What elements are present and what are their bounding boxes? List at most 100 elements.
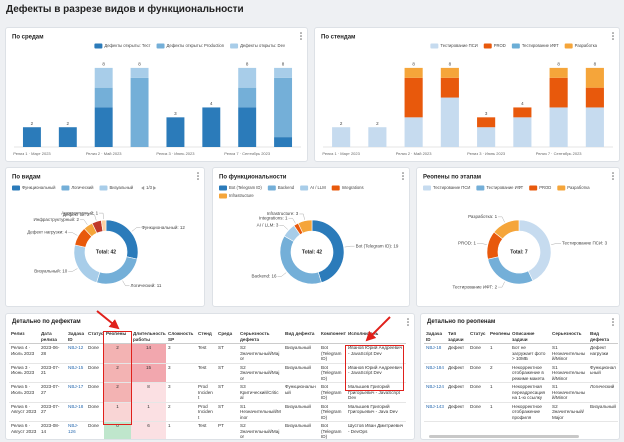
- table-cell: S1 Незначительный/Minor: [550, 343, 588, 364]
- legend-label: Разработка: [575, 43, 598, 48]
- table-cell: 14: [131, 343, 166, 364]
- panel-title: По стендам: [321, 35, 356, 41]
- bar-segment: [94, 67, 113, 88]
- leader-line: [277, 272, 287, 277]
- legend-swatch: [267, 185, 276, 191]
- bar-segment: [513, 107, 532, 118]
- total-label: Total: 42: [302, 249, 322, 255]
- bar-total: 8: [594, 62, 597, 67]
- legend-swatch: [230, 43, 239, 49]
- table-cell: Релиз 5 · Июль 2023: [9, 382, 39, 403]
- menu-button[interactable]: [399, 170, 407, 182]
- slice-label: Тестирование ИФТ: 2: [453, 284, 498, 289]
- table-cell: Функциональный: [283, 382, 319, 403]
- column-header: Стенд: [196, 330, 216, 344]
- table-cell: Логический: [588, 382, 618, 403]
- bar-segment: [202, 107, 221, 147]
- slice-label: Функциональный: 12: [141, 224, 185, 230]
- table-cell: Визуальный: [588, 402, 618, 422]
- table-cell: 8: [131, 382, 166, 403]
- table-cell: NBJ-18: [66, 402, 86, 422]
- bar-segment: [368, 127, 387, 147]
- table-cell: Дефект: [446, 382, 468, 403]
- menu-button[interactable]: [609, 316, 617, 328]
- legend: Функциональный Логический Визуальный 1/3: [12, 185, 157, 191]
- legend-swatch: [476, 185, 485, 191]
- table-cell: S2 Значительный/Major: [238, 421, 283, 439]
- legend-swatch: [430, 43, 439, 49]
- table-cell: ST: [216, 382, 238, 403]
- bar-total: 8: [449, 62, 452, 67]
- table-cell: 1: [488, 402, 510, 422]
- menu-dot: [612, 178, 614, 180]
- menu-button[interactable]: [297, 30, 305, 42]
- pie-slice: [297, 219, 313, 234]
- table-cell: 2: [488, 363, 510, 383]
- menu-dot: [402, 172, 404, 174]
- table-cell: 3: [166, 343, 196, 364]
- table-cell: Малышев Григорий Григорьевич - Java Dev: [346, 402, 406, 422]
- legend-label: Backend: [278, 185, 295, 190]
- bar-total: 8: [282, 62, 285, 67]
- bar-total: 8: [412, 62, 415, 67]
- table-cell: 2023-07-21: [39, 363, 66, 383]
- bar-total: 8: [246, 62, 249, 67]
- column-header: Задача ID: [66, 330, 86, 344]
- table-cell: Done: [468, 382, 488, 403]
- menu-dot: [612, 324, 614, 326]
- legend-label: Тестирование ПСИ: [440, 43, 477, 48]
- bar-segment: [238, 87, 257, 108]
- legend-item: Дефекты открыты: Тест: [94, 43, 151, 49]
- menu-button[interactable]: [609, 30, 617, 42]
- slice-label: Integrations: 1: [259, 215, 288, 220]
- x-tick-label: Релиз 3 · Июнь 2023: [467, 151, 506, 156]
- column-header: Статус: [468, 330, 488, 344]
- table-cell: 1: [131, 402, 166, 422]
- table-cell: 0: [104, 421, 131, 439]
- table-cell: ST: [216, 402, 238, 422]
- slice-label: Infrastructure: 3: [267, 211, 299, 216]
- bar-total: 8: [138, 62, 141, 67]
- bar-total: 3: [174, 111, 177, 116]
- data-table: Релиз Дата релиза Задача ID Статус Реопены Дл…: [9, 330, 406, 439]
- chart-panel: Реопены по этапам Тестирование ПСИ Тестиро…: [416, 167, 620, 307]
- bar-segment: [404, 77, 423, 118]
- table-cell: 3: [166, 382, 196, 403]
- table-row: NBJ-124 Дефект Done 1 Некорректная переадрес…: [424, 382, 618, 403]
- legend: Bot (Telegram ID) Backend AI / LLM Integrat…: [219, 185, 364, 199]
- pager-prev: [141, 186, 145, 190]
- table-cell: Дефект: [446, 363, 468, 383]
- table-row: NBJ-18 Дефект Done 1 Бот не загружает фото >…: [424, 343, 618, 364]
- bar-total: 2: [376, 121, 379, 126]
- leader-line: [551, 243, 562, 245]
- legend-item: Дефекты открыты: Production: [156, 43, 225, 49]
- menu-dot: [407, 318, 409, 320]
- table-cell: Визуальный: [283, 363, 319, 383]
- legend-item: Разработка: [557, 185, 590, 191]
- pie-slice: [487, 256, 534, 285]
- leader-line: [288, 218, 296, 224]
- slice-label: Архитектурный: 1: [61, 209, 98, 215]
- table-cell: 2: [104, 363, 131, 383]
- table-cell: 3: [166, 363, 196, 383]
- table-cell: S2 Значительный/Major: [550, 402, 588, 422]
- data-table: Задача ID Тип задачи Статус Реопены Описание…: [424, 330, 618, 422]
- menu-button[interactable]: [609, 170, 617, 182]
- menu-button[interactable]: [194, 170, 202, 182]
- menu-dot: [300, 35, 302, 37]
- table-row: Релиз 5 · Июль 2023 2023-07-27 NBJ-17 Done 2…: [9, 382, 406, 403]
- menu-dot: [407, 321, 409, 323]
- highlight-box: [103, 331, 132, 425]
- slice-label: AI / LLM: 3: [257, 223, 279, 228]
- menu-dot: [197, 175, 199, 177]
- menu-button[interactable]: [404, 316, 412, 328]
- table-cell: Prod Incident: [196, 382, 216, 403]
- legend-item: PROD: [529, 185, 551, 191]
- slice-label: Логический: 11: [131, 282, 162, 288]
- column-header: Описание задачи: [510, 330, 550, 344]
- slice-label: Дефект UI: 2: [63, 212, 90, 217]
- table-cell: 2: [104, 343, 131, 364]
- legend-swatch: [219, 185, 227, 191]
